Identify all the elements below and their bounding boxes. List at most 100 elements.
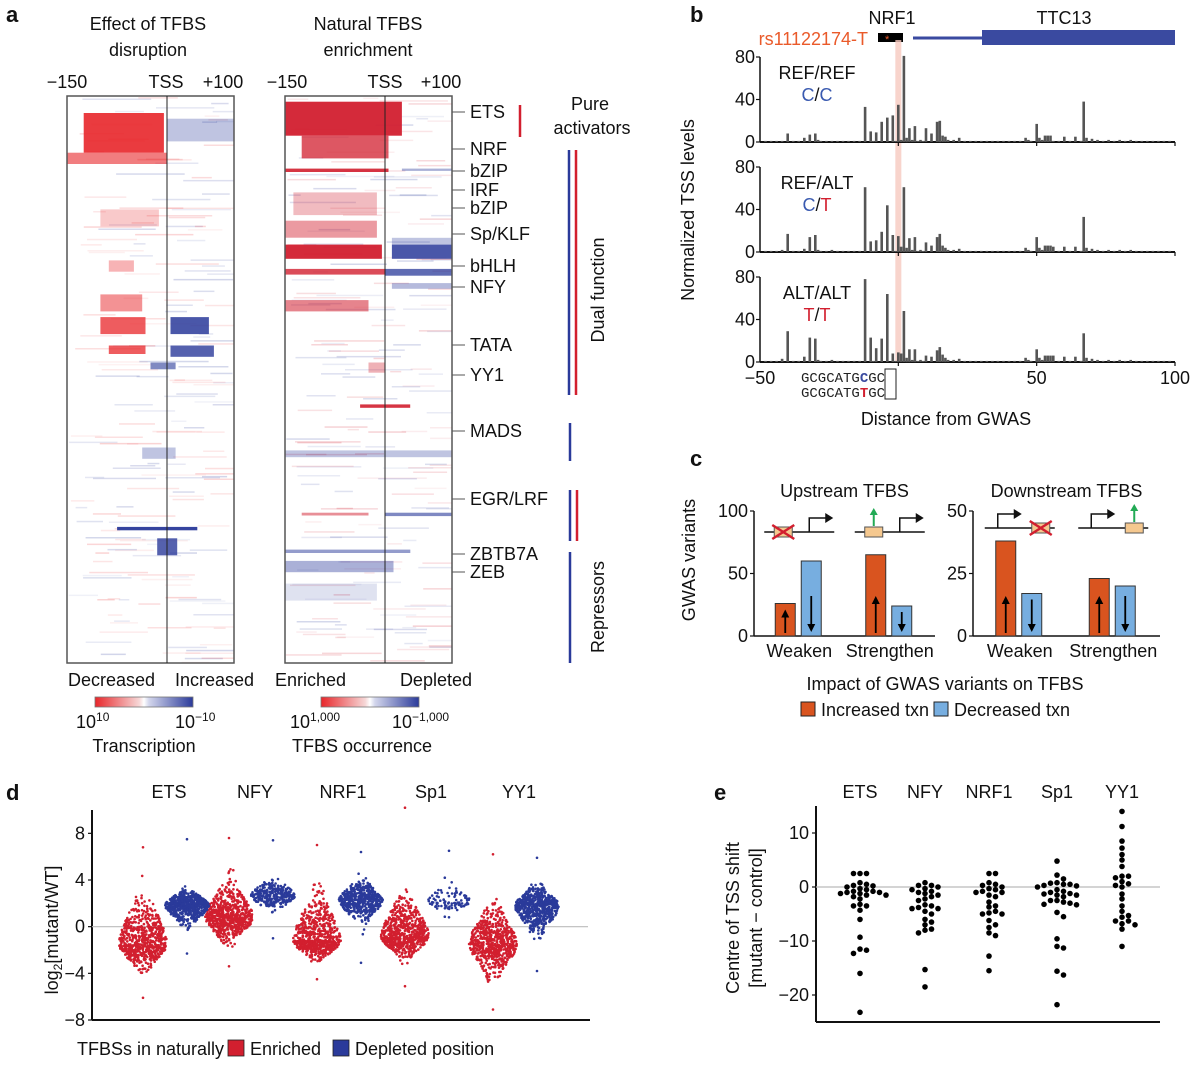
point-enriched — [238, 892, 241, 895]
point-enriched — [487, 945, 490, 948]
heatmap-noise-row — [285, 654, 342, 656]
variant-label: rs11122174-T — [759, 29, 868, 49]
point-enriched — [152, 932, 156, 935]
point-enriched — [393, 939, 397, 942]
point-enriched — [495, 958, 499, 962]
heatmap-noise-row — [379, 139, 414, 142]
point-enriched — [404, 904, 407, 907]
point-enriched — [145, 904, 149, 908]
point-enriched — [387, 929, 391, 932]
point-enriched — [325, 921, 328, 925]
point-enriched — [471, 936, 475, 940]
point-enriched — [226, 912, 230, 916]
heatmap-noise-row — [156, 107, 215, 109]
heatmap-noise-row — [70, 435, 103, 437]
tss-bar — [872, 140, 875, 142]
point-enriched — [383, 921, 387, 925]
point-enriched — [473, 950, 476, 953]
point-enriched — [481, 930, 485, 934]
point-enriched — [237, 908, 241, 912]
point-enriched — [128, 938, 132, 942]
tss-bar — [980, 360, 983, 362]
point-enriched — [145, 920, 149, 924]
heatmap-noise-row — [409, 646, 452, 648]
point-enriched — [231, 925, 234, 928]
tss-bar — [847, 250, 850, 252]
heatmap-noise-row — [336, 355, 401, 358]
heatmap-noise-row — [80, 335, 122, 337]
point-enriched — [152, 923, 155, 927]
point-enriched — [324, 954, 327, 957]
heatmap-noise-row — [210, 493, 234, 495]
point-enriched — [127, 947, 131, 950]
heatmap-noise-row — [107, 614, 123, 616]
point-enriched — [395, 953, 399, 956]
point-enriched — [150, 917, 154, 920]
heatmap-noise-row — [184, 270, 231, 272]
arrow-up-icon-head — [1001, 596, 1010, 604]
tfbs-scale-low: 101,000 — [290, 710, 340, 732]
point-enriched — [413, 915, 416, 919]
tss-bar — [863, 187, 867, 252]
point-enriched — [496, 920, 500, 924]
point-enriched — [125, 929, 128, 933]
tss-bar — [894, 360, 897, 362]
point-enriched — [493, 942, 497, 946]
left-heatmap-title-line2: disruption — [109, 40, 187, 60]
tss-bar — [1027, 139, 1030, 142]
category-label-ets: ETS — [151, 782, 186, 802]
point-enriched — [393, 902, 396, 906]
point-enriched — [308, 954, 312, 957]
point-enriched — [309, 950, 313, 954]
heatmap-noise-row — [186, 649, 234, 652]
heatmap-noise-row — [430, 427, 452, 429]
point-enriched — [320, 934, 324, 938]
point-depleted — [185, 904, 189, 908]
point-enriched — [143, 904, 146, 908]
point-enriched — [501, 918, 504, 922]
point-enriched — [309, 947, 312, 951]
point-enriched — [131, 934, 135, 937]
point-enriched — [326, 913, 330, 917]
point-depleted — [283, 883, 287, 887]
point-enriched — [493, 950, 496, 953]
heatmap-noise-row — [331, 161, 385, 163]
heatmap-noise-row — [427, 120, 452, 122]
point-depleted — [195, 897, 199, 900]
tss-bar — [1168, 360, 1171, 362]
point-enriched — [398, 896, 401, 900]
point-depleted — [168, 898, 172, 901]
point-enriched — [297, 927, 301, 931]
point-enriched — [496, 937, 499, 941]
y-tick-label: 4 — [75, 870, 85, 890]
heatmap-right-frame — [284, 95, 453, 664]
heatmap-noise-row — [380, 614, 417, 616]
tss-bar — [1135, 360, 1138, 362]
variant-highlight — [895, 40, 902, 362]
point-enriched — [394, 942, 398, 946]
point-enriched — [159, 939, 162, 942]
tss-bar — [1002, 250, 1005, 252]
point-enriched — [331, 942, 334, 946]
heatmap-noise-row — [112, 467, 161, 469]
point-depleted — [185, 918, 189, 922]
point-enriched — [148, 943, 152, 946]
point-enriched — [234, 929, 237, 932]
point-depleted — [181, 887, 184, 890]
point-enriched — [301, 950, 305, 953]
point-enriched — [416, 935, 419, 938]
point-enriched — [128, 921, 131, 924]
heatmap-noise-row — [100, 653, 126, 656]
tss-bar — [869, 337, 872, 362]
heatmap-noise-row — [190, 259, 234, 261]
point-enriched — [419, 946, 422, 949]
tss-bar — [930, 245, 933, 252]
heatmap-noise-row — [324, 426, 368, 428]
point-enriched — [124, 953, 127, 956]
point-enriched — [413, 933, 416, 937]
point-enriched — [239, 900, 242, 904]
point-enriched — [292, 940, 296, 944]
point-enriched — [149, 959, 153, 962]
heatmap-noise-row — [306, 395, 336, 397]
point-enriched — [311, 888, 315, 891]
